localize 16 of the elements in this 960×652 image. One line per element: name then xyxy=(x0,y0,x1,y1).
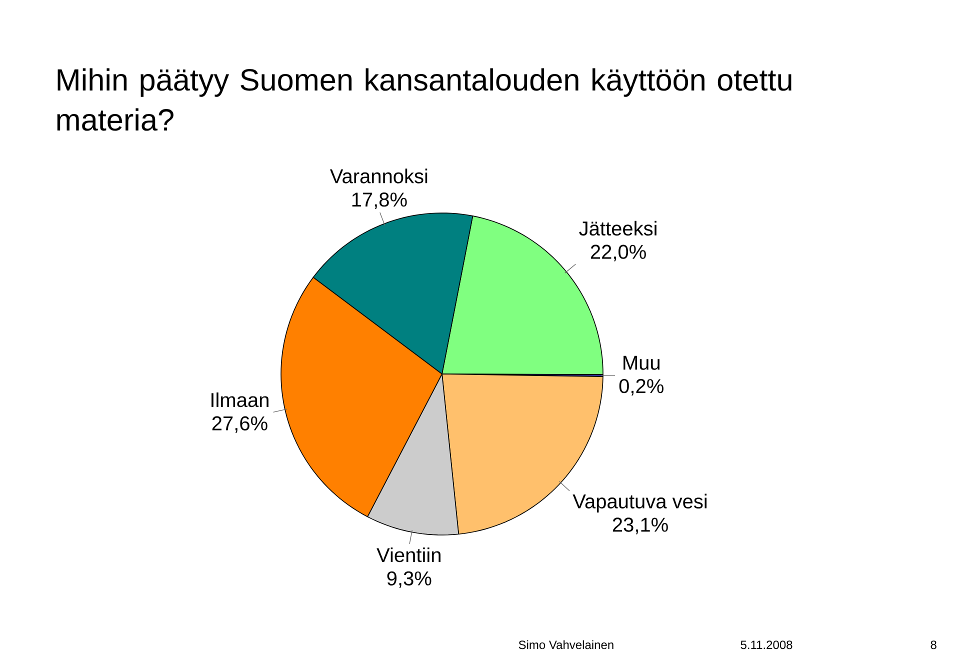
text: 5.11.2008 xyxy=(740,640,792,650)
text: Simo Vahvelainen xyxy=(518,640,614,650)
data-label: 17,8% xyxy=(352,192,407,210)
chart-title: Mihin päätyy Suomen kansantalouden käyttöön otettu materia? xyxy=(57,68,792,131)
slice-label: Vapautuva vesi xyxy=(572,494,707,512)
text: 8 xyxy=(930,640,936,650)
data-label: 27,6% xyxy=(212,416,268,433)
data-label: 22,0% xyxy=(590,244,646,262)
data-label: 0,2% xyxy=(619,378,664,396)
data-label: 23,1% xyxy=(612,518,668,534)
slice-label: Ilmaan xyxy=(212,392,268,408)
slice-label: Varannoksi xyxy=(330,168,428,184)
data-label: 9,3% xyxy=(387,571,432,588)
slice-label: Vientiin xyxy=(376,547,440,562)
slice-label: Muu xyxy=(624,356,660,370)
slice-label: Jätteeksi xyxy=(579,220,656,236)
